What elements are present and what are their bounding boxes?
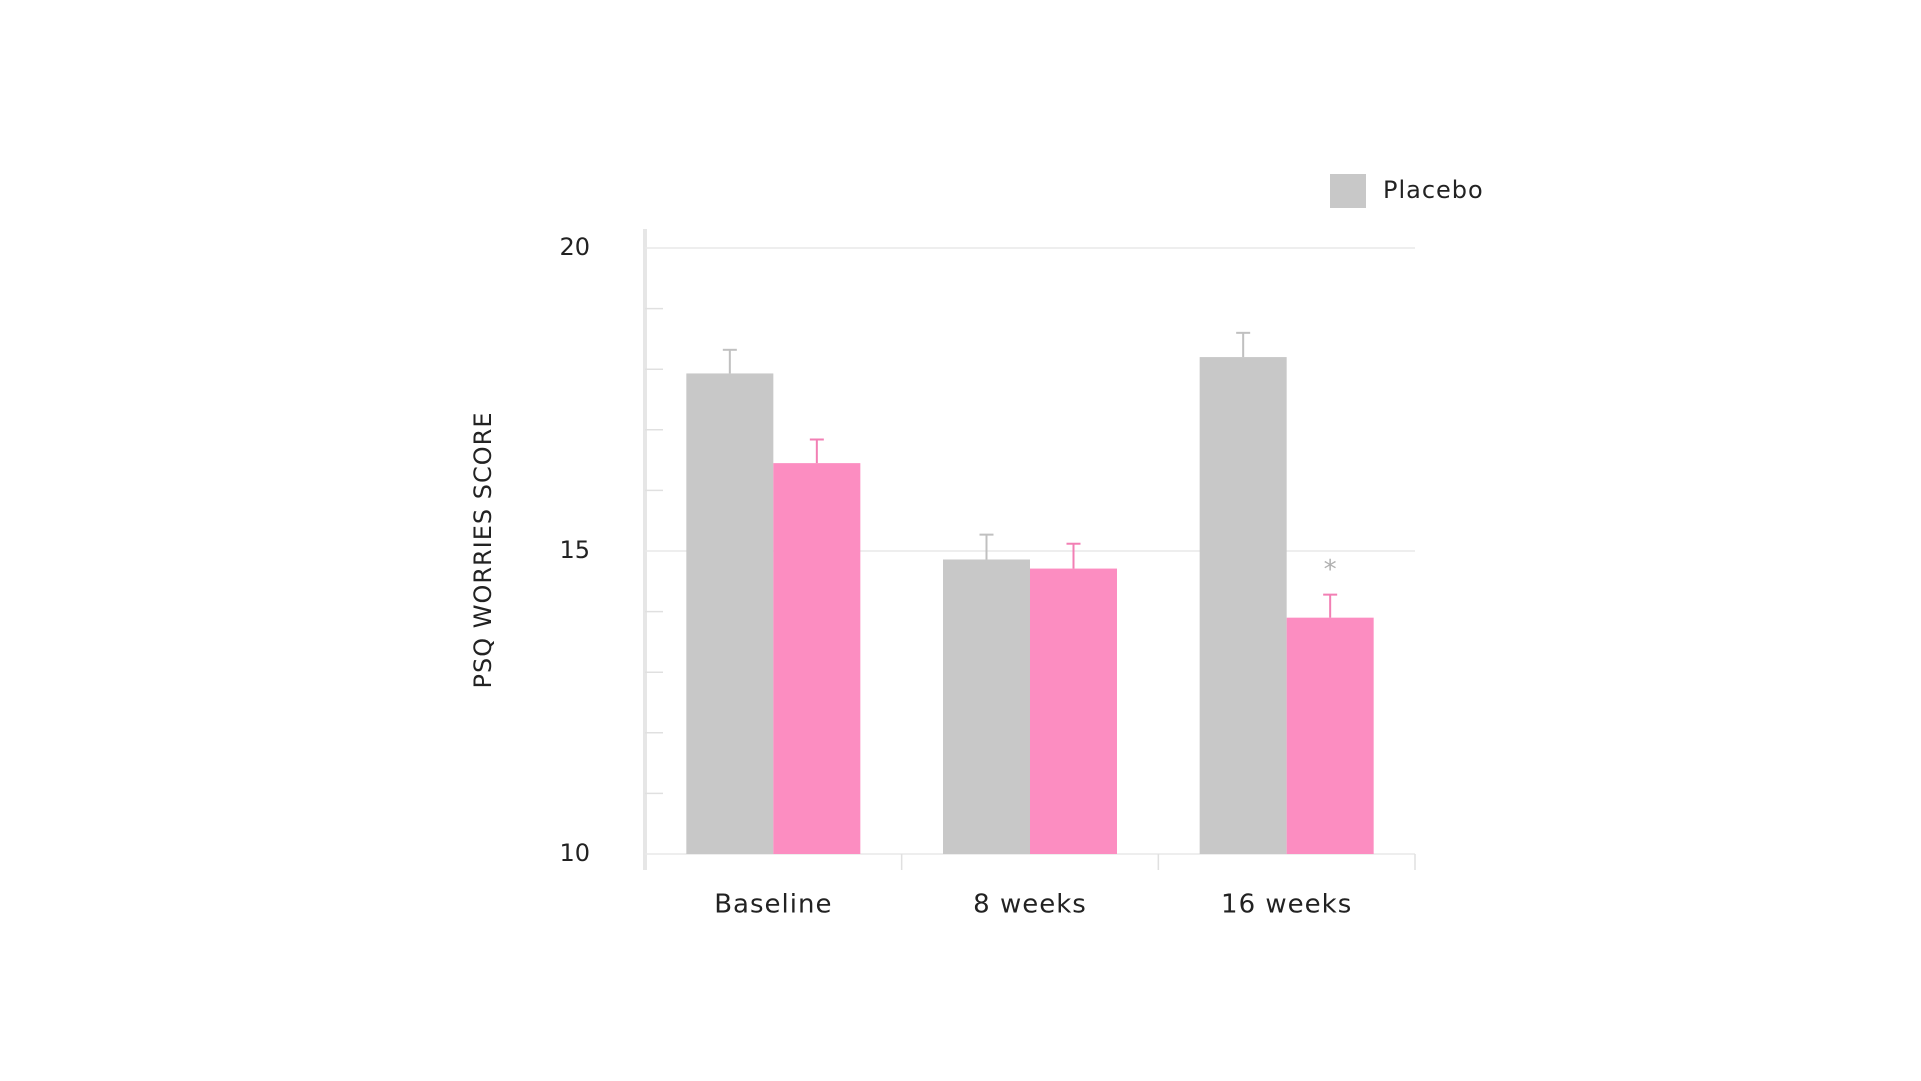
bar bbox=[1199, 357, 1287, 854]
x-tick-label: 8 weeks bbox=[973, 890, 1087, 920]
x-tick-label: Baseline bbox=[714, 890, 832, 920]
x-tick-label: 16 weeks bbox=[1221, 890, 1352, 920]
legend-swatch bbox=[1330, 174, 1366, 208]
y-tick-label: 15 bbox=[559, 536, 590, 564]
annotation: * bbox=[1324, 555, 1337, 585]
bar bbox=[686, 373, 774, 854]
y-tick-label: 20 bbox=[559, 233, 590, 261]
y-tick-label: 10 bbox=[559, 839, 590, 867]
bar bbox=[773, 463, 861, 854]
bar bbox=[1030, 568, 1117, 854]
legend-label: Placebo bbox=[1383, 176, 1484, 204]
bar bbox=[1286, 617, 1374, 854]
bar bbox=[943, 559, 1030, 854]
y-axis-label: PSQ WORRIES SCORE bbox=[469, 411, 497, 688]
